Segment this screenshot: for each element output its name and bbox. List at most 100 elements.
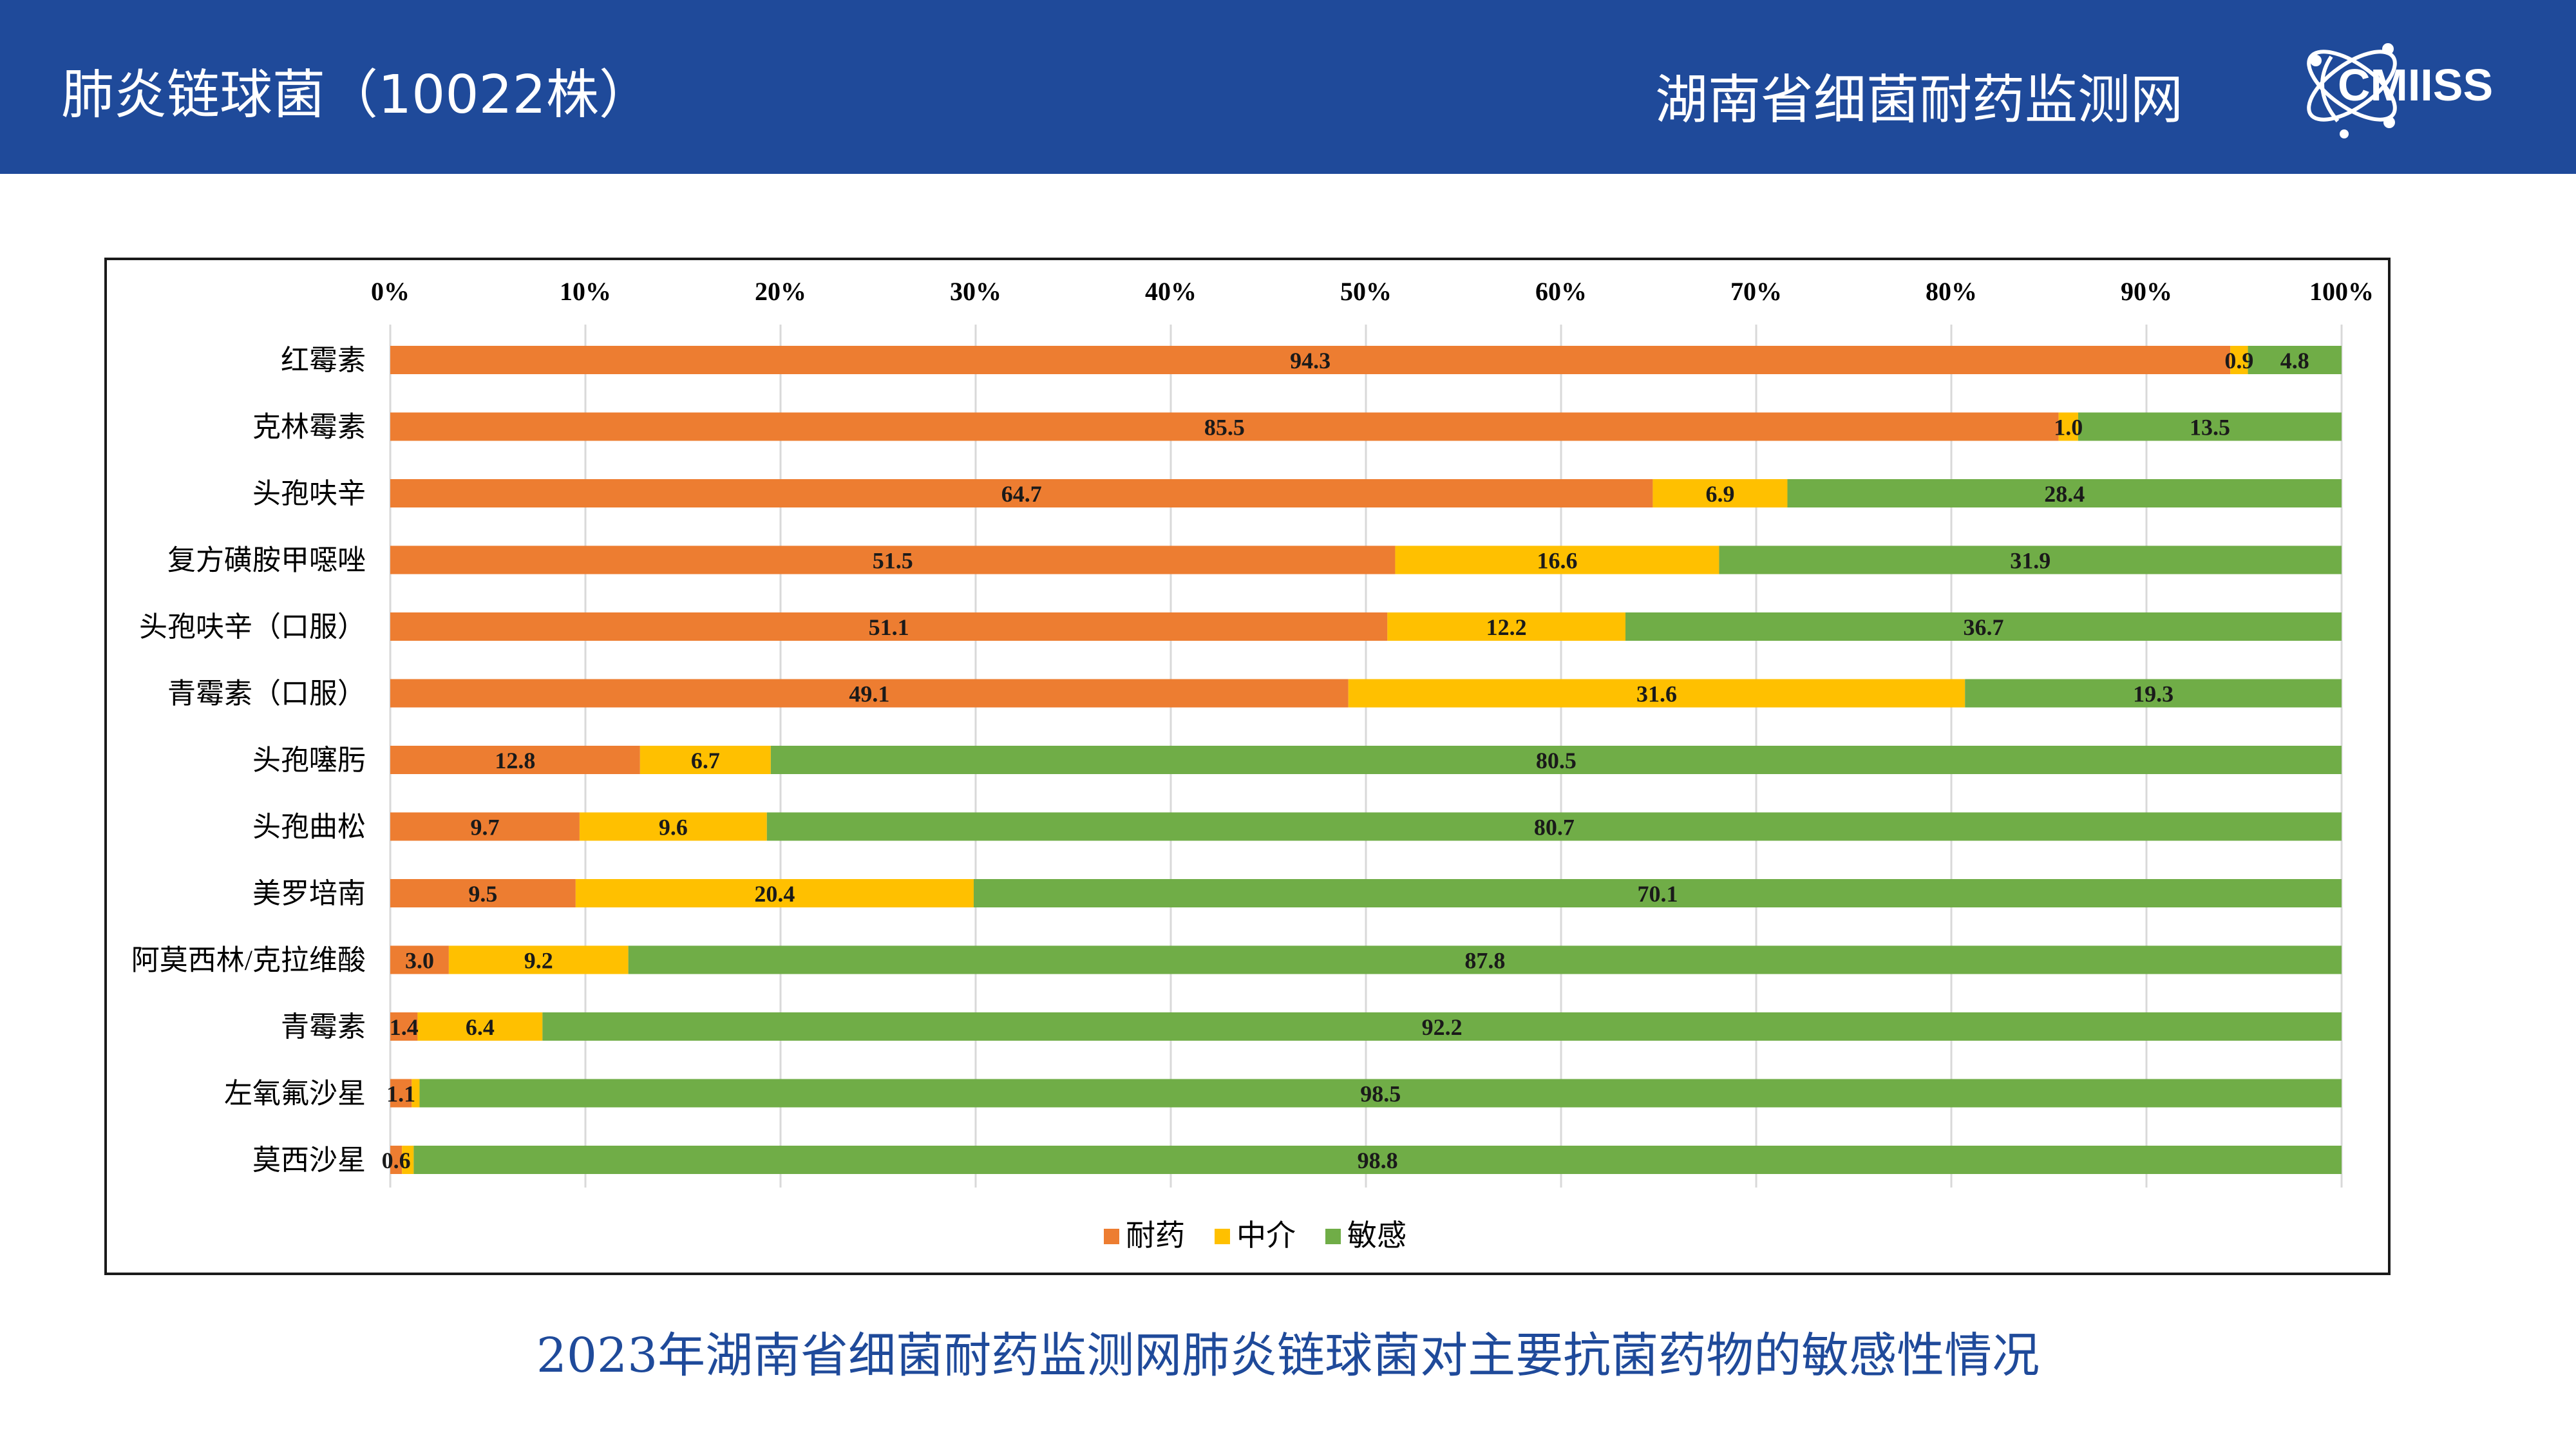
data-label: 1.1 — [386, 1081, 415, 1107]
data-label: 6.9 — [1705, 481, 1734, 507]
data-label: 36.7 — [1963, 614, 2003, 640]
category-label: 头孢呋辛（口服） — [139, 611, 366, 643]
legend-label: 敏感 — [1347, 1219, 1406, 1252]
data-label: 85.5 — [1204, 415, 1245, 440]
category-label: 莫西沙星 — [252, 1144, 366, 1176]
bar-segment — [766, 812, 2342, 841]
data-label: 9.5 — [468, 881, 497, 907]
data-label: 19.3 — [2133, 681, 2174, 707]
x-tick-label: 10% — [560, 277, 611, 306]
x-tick-label: 60% — [1535, 277, 1587, 306]
data-label: 98.5 — [1360, 1081, 1401, 1107]
data-label: 9.6 — [659, 815, 688, 840]
legend-swatch — [1215, 1229, 1230, 1244]
bar-segment — [448, 945, 629, 974]
bar-segment — [2058, 412, 2078, 441]
category-label: 红霉素 — [281, 345, 366, 376]
bar-segment — [412, 1079, 420, 1108]
bar-segment — [390, 812, 580, 841]
bar-segment — [390, 479, 1653, 507]
page-title: 肺炎链球菌（10022株） — [61, 64, 652, 126]
data-label: 49.1 — [849, 681, 889, 707]
bar-segment — [419, 1079, 2342, 1108]
data-label: 9.2 — [524, 948, 553, 974]
bar-segment — [2078, 412, 2342, 441]
data-label: 80.5 — [1536, 748, 1577, 773]
bar-segment — [1625, 612, 2342, 641]
x-tick-label: 70% — [1730, 277, 1782, 306]
logo-text: CMIISS — [2338, 60, 2493, 110]
bar-segment — [390, 346, 2231, 374]
data-label: 0.6 — [382, 1148, 411, 1173]
category-label: 青霉素 — [281, 1011, 366, 1043]
legend-swatch — [1104, 1229, 1119, 1244]
data-label: 28.4 — [2044, 481, 2085, 507]
bar-segment — [390, 879, 576, 907]
bar-segment — [390, 679, 1349, 708]
bar-segment — [390, 1146, 402, 1174]
legend-swatch — [1325, 1229, 1341, 1244]
bar-segment — [390, 1079, 412, 1108]
data-label: 70.1 — [1637, 881, 1678, 907]
category-label: 克林霉素 — [252, 412, 366, 443]
data-label: 9.7 — [470, 815, 499, 840]
bar-segment — [628, 945, 2342, 974]
x-tick-label: 80% — [1926, 277, 1977, 306]
data-label: 1.0 — [2054, 415, 2083, 440]
bar-segment — [390, 1012, 418, 1041]
chart-caption: 2023年湖南省细菌耐药监测网肺炎链球菌对主要抗菌药物的敏感性情况 — [536, 1328, 2040, 1383]
data-label: 6.4 — [466, 1014, 495, 1040]
data-label: 3.0 — [405, 948, 434, 974]
data-label: 31.6 — [1636, 681, 1677, 707]
bar-segment — [770, 746, 2342, 774]
bar-segment — [542, 1012, 2342, 1041]
data-label: 16.6 — [1537, 548, 1577, 574]
bar-segment — [579, 812, 767, 841]
bar-segment — [1787, 479, 2342, 507]
bar-segment — [417, 1012, 543, 1041]
data-label: 51.1 — [869, 614, 909, 640]
bar-segment — [1387, 612, 1625, 641]
bar-segment — [402, 1146, 414, 1174]
bar-segment — [1395, 545, 1719, 574]
bar-segment — [413, 1146, 2342, 1174]
category-label: 复方磺胺甲噁唑 — [167, 545, 366, 576]
data-label: 51.5 — [873, 548, 913, 574]
bar-segment — [1965, 679, 2342, 708]
data-label: 80.7 — [1534, 815, 1575, 840]
data-label: 12.8 — [495, 748, 535, 773]
legend-label: 中介 — [1236, 1219, 1296, 1252]
chart-frame: 0% 10% 20% 30% 40% 50% 60% 70% 80% 90% 100% 红霉素 94.3… — [104, 258, 2391, 1275]
data-label: 6.7 — [691, 748, 720, 773]
bar-segment — [1653, 479, 1788, 507]
cmiiss-logo: CMIISS — [2307, 43, 2493, 138]
category-label: 头孢呋辛 — [252, 478, 366, 509]
data-label: 4.8 — [2280, 348, 2309, 374]
data-label: 0.9 — [2224, 348, 2253, 374]
bar-segment — [639, 746, 771, 774]
header-bar: 肺炎链球菌（10022株） 湖南省细菌耐药监测网 CMIISS — [0, 0, 2576, 174]
x-tick-label: 50% — [1340, 277, 1392, 306]
bar-segment — [2230, 346, 2248, 374]
legend-label: 耐药 — [1126, 1219, 1185, 1252]
bar-segment — [973, 879, 2342, 907]
category-label: 阿莫西林/克拉维酸 — [131, 945, 366, 976]
data-label: 20.4 — [754, 881, 795, 907]
category-label: 头孢曲松 — [252, 811, 366, 843]
organization-name: 湖南省细菌耐药监测网 — [1654, 70, 2183, 131]
bar-segment — [1348, 679, 1965, 708]
data-label: 94.3 — [1290, 348, 1331, 374]
bar-segment — [390, 545, 1396, 574]
data-label: 31.9 — [2010, 548, 2050, 574]
x-tick-label: 30% — [950, 277, 1001, 306]
bar-segment — [1719, 545, 2342, 574]
category-label: 青霉素（口服） — [167, 678, 366, 710]
data-label: 98.8 — [1358, 1148, 1398, 1173]
x-tick-label: 20% — [755, 277, 806, 306]
bar-segment — [390, 612, 1388, 641]
x-tick-label: 90% — [2121, 277, 2172, 306]
stacked-bar-chart: 0% 10% 20% 30% 40% 50% 60% 70% 80% 90% 100% 红霉素 94.3… — [131, 277, 2374, 1252]
bar-segment — [2248, 346, 2342, 374]
x-tick-label: 100% — [2309, 277, 2374, 306]
x-tick-label: 40% — [1145, 277, 1197, 306]
